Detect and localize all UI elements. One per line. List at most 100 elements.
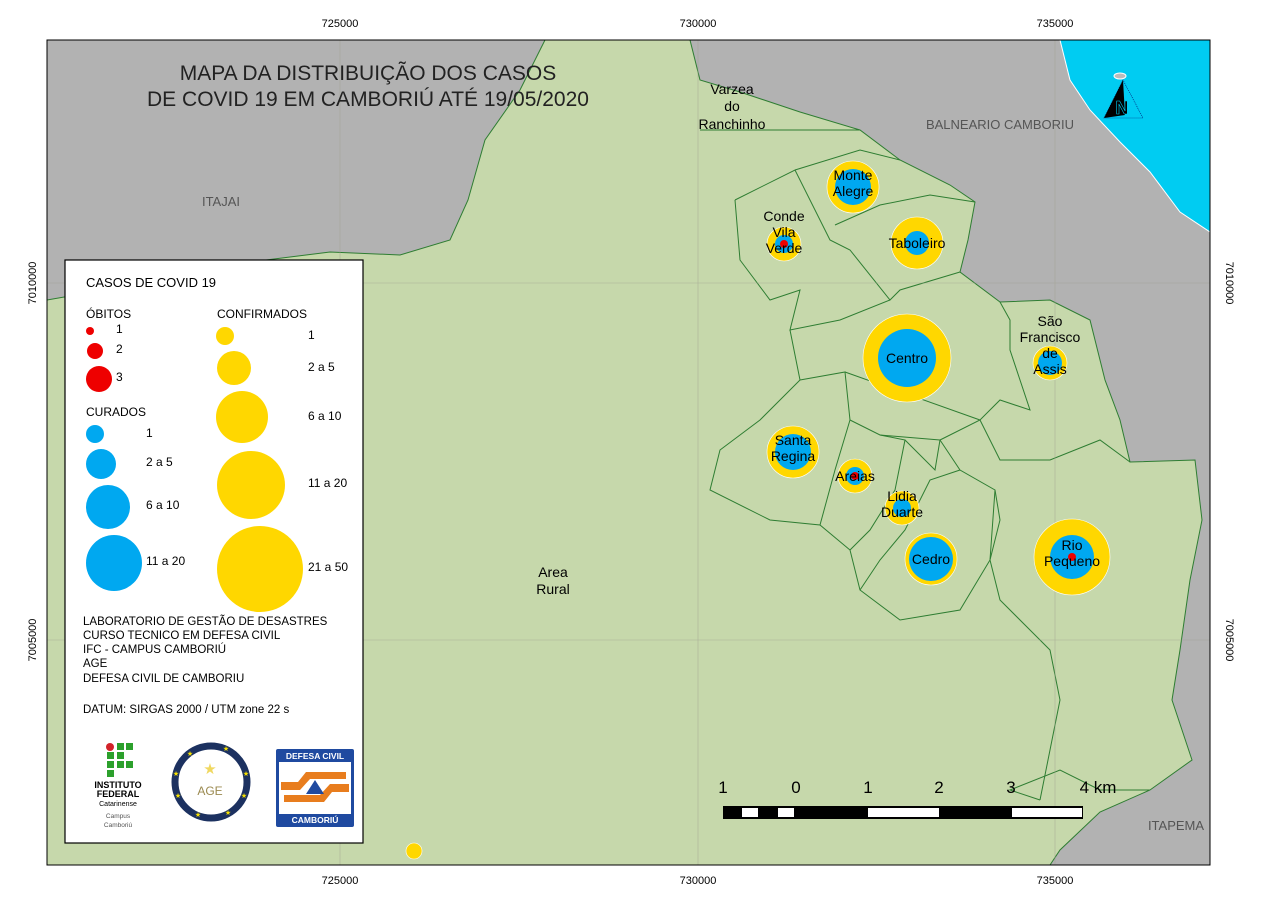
svg-text:Catarinense: Catarinense xyxy=(99,801,137,808)
confirmados-bubble xyxy=(405,842,423,860)
neighborhood-unnamed xyxy=(405,842,423,860)
neighborhood-label: Regina xyxy=(771,448,816,464)
neighborhood-label: Assis xyxy=(1033,361,1066,377)
legend-curados-3 xyxy=(86,485,130,529)
legend-obitos-1 xyxy=(86,327,94,335)
ifc-logo: INSTITUTO FEDERAL Catarinense Campus Cam… xyxy=(94,743,142,829)
svg-text:Campus: Campus xyxy=(106,813,131,820)
legend-obitos-heading: ÓBITOS xyxy=(86,306,131,321)
legend-confirmados-4 xyxy=(217,451,285,519)
svg-text:★: ★ xyxy=(243,770,249,778)
legend-confirmados-3 xyxy=(216,391,268,443)
svg-text:AGE: AGE xyxy=(197,784,222,798)
svg-text:725000: 725000 xyxy=(322,875,359,887)
legend-obitos-3 xyxy=(86,366,112,392)
svg-text:735000: 735000 xyxy=(1037,18,1074,30)
age-logo: ★ ★ ★ ★ ★ ★ ★ ★ ★ AGE xyxy=(171,742,251,822)
svg-text:IFC - CAMPUS CAMBORIÚ: IFC - CAMPUS CAMBORIÚ xyxy=(83,643,226,656)
svg-text:2: 2 xyxy=(116,342,123,356)
svg-text:7010000: 7010000 xyxy=(1223,262,1235,305)
svg-text:★: ★ xyxy=(223,745,229,753)
legend-title: CASOS DE COVID 19 xyxy=(86,275,216,290)
curados-bubble xyxy=(905,231,929,255)
scale-bar: 1 0 1 2 3 4 km xyxy=(718,778,1116,819)
ocean xyxy=(1059,40,1210,233)
svg-text:725000: 725000 xyxy=(322,18,359,30)
neighborhood-label: Pequeno xyxy=(1044,553,1100,569)
svg-text:★: ★ xyxy=(225,809,231,817)
neighborhood-centro: Centro xyxy=(862,313,952,403)
svg-text:730000: 730000 xyxy=(680,18,717,30)
svg-text:DEFESA CIVIL DE CAMBORIU: DEFESA CIVIL DE CAMBORIU xyxy=(83,673,244,685)
svg-text:★: ★ xyxy=(173,770,179,778)
curados-bubble xyxy=(835,169,871,205)
svg-text:★: ★ xyxy=(203,761,216,778)
svg-text:AGE: AGE xyxy=(83,658,108,670)
legend-obitos-2 xyxy=(87,343,103,359)
legend-curados-1 xyxy=(86,425,104,443)
svg-text:2 a 5: 2 a 5 xyxy=(308,360,335,374)
neighborhood-label: de xyxy=(1042,345,1058,361)
svg-text:11 a 20: 11 a 20 xyxy=(308,476,347,490)
legend-confirmados-5 xyxy=(217,526,303,612)
neighborhood-label: Alegre xyxy=(833,183,874,199)
curados-bubble xyxy=(909,537,953,581)
neighborhood-label: Conde xyxy=(763,208,804,224)
svg-text:11 a 20: 11 a 20 xyxy=(146,554,185,568)
svg-text:3: 3 xyxy=(1006,778,1015,797)
svg-text:1: 1 xyxy=(863,778,872,797)
map-frame xyxy=(46,39,1211,866)
svg-text:★: ★ xyxy=(195,811,201,819)
neighborhood-areias: Areias xyxy=(835,458,875,494)
region-label-itapema: ITAPEMA xyxy=(1148,818,1204,833)
legend-curados-4 xyxy=(86,535,142,591)
svg-text:FEDERAL: FEDERAL xyxy=(97,789,140,799)
svg-text:DEFESA CIVIL: DEFESA CIVIL xyxy=(286,751,344,761)
legend-confirmados-2 xyxy=(217,351,251,385)
neighborhood-label: Vila xyxy=(772,224,795,240)
svg-text:21 a 50: 21 a 50 xyxy=(308,560,348,574)
svg-text:1: 1 xyxy=(146,426,153,440)
curados-bubble xyxy=(775,434,811,470)
legend-confirmados-1 xyxy=(216,327,234,345)
region-label-itajai: ITAJAI xyxy=(202,194,240,209)
svg-text:1: 1 xyxy=(116,322,123,336)
neighborhood-label: Lidia xyxy=(887,488,917,504)
svg-text:Rural: Rural xyxy=(536,581,569,597)
neighborhood-label: Verde xyxy=(766,240,803,256)
svg-text:2: 2 xyxy=(934,778,943,797)
neighborhood-label: Rio xyxy=(1061,537,1082,553)
svg-text:CURSO TECNICO EM DEFESA CIVIL: CURSO TECNICO EM DEFESA CIVIL xyxy=(83,630,281,642)
coordinate-ticks: 725000 730000 735000 725000 730000 73500… xyxy=(27,18,1235,887)
obitos-bubble xyxy=(1068,553,1076,561)
svg-text:7005000: 7005000 xyxy=(27,619,39,662)
defesa-civil-logo: DEFESA CIVIL CAMBORIÚ xyxy=(276,749,354,827)
place-label-varzea-do-ranchinho: Varzea do Ranchinho xyxy=(699,81,766,132)
svg-text:3: 3 xyxy=(116,370,123,384)
svg-text:735000: 735000 xyxy=(1037,875,1074,887)
legend-curados-heading: CURADOS xyxy=(86,405,146,419)
neighborhood-label: Taboleiro xyxy=(889,235,946,251)
curados-bubble xyxy=(893,499,911,517)
legend-curados-2 xyxy=(86,449,116,479)
neighborhood-borders xyxy=(700,129,1150,801)
map-title: MAPA DA DISTRIBUIÇÃO DOS CASOS DE COVID … xyxy=(147,61,589,111)
svg-text:LABORATORIO DE GESTÃO DE DESAS: LABORATORIO DE GESTÃO DE DESASTRES xyxy=(83,615,328,628)
place-label-area-rural: Area Rural xyxy=(536,564,569,597)
svg-text:Area: Area xyxy=(538,564,568,580)
svg-text:1: 1 xyxy=(308,328,315,342)
neighborhood-cedro: Cedro xyxy=(904,532,958,586)
svg-text:7010000: 7010000 xyxy=(27,262,39,305)
credits: LABORATORIO DE GESTÃO DE DESASTRES CURSO… xyxy=(83,615,328,716)
svg-text:2 a 5: 2 a 5 xyxy=(146,455,173,469)
svg-text:★: ★ xyxy=(175,792,181,800)
svg-text:MAPA DA DISTRIBUIÇÃO DOS CASOS: MAPA DA DISTRIBUIÇÃO DOS CASOS xyxy=(180,61,557,85)
neighborhood-label: Centro xyxy=(886,350,928,366)
curados-bubble xyxy=(878,329,936,387)
svg-text:6 a 10: 6 a 10 xyxy=(146,498,180,512)
neighborhood-label: Areias xyxy=(835,468,875,484)
